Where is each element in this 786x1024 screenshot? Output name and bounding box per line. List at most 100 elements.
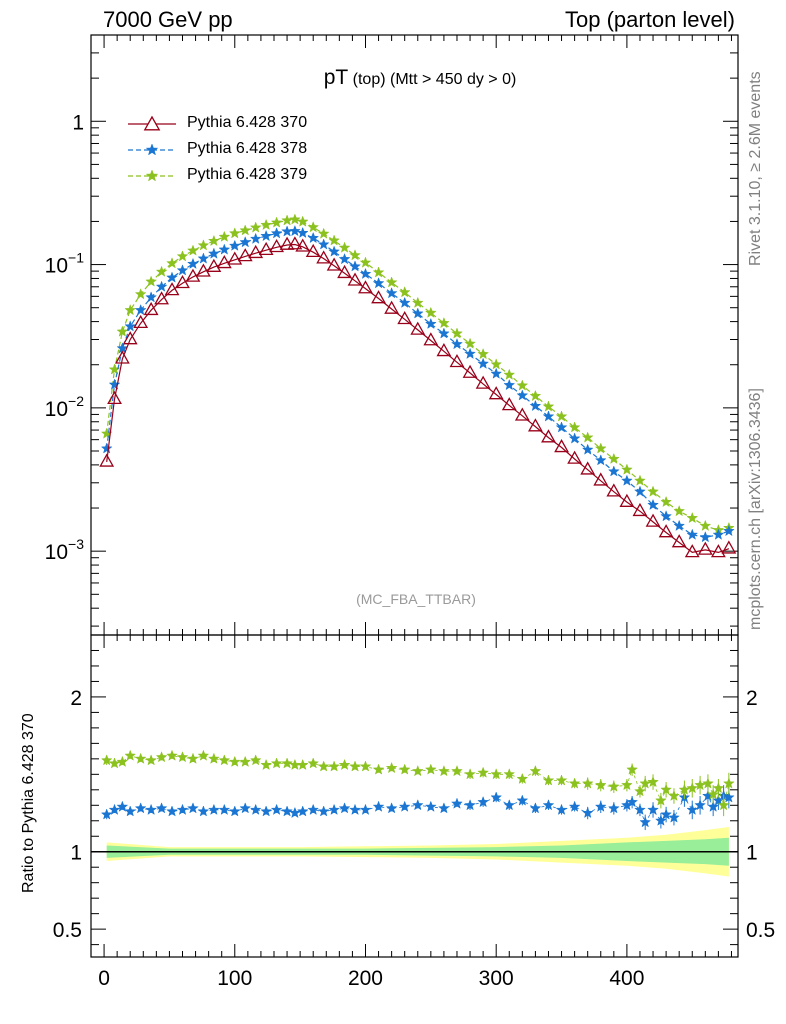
main-series-2-point — [451, 327, 463, 339]
main-series-1-point — [438, 327, 450, 339]
ratio-series-1-point — [307, 757, 320, 769]
ratio-series-0-point — [529, 802, 542, 814]
ratio-series-0-point — [639, 816, 652, 828]
main-series-2-point — [317, 227, 330, 239]
main-series-1-point — [270, 227, 283, 239]
main-series-0-point — [279, 236, 295, 250]
ratio-series-1-point — [372, 763, 385, 775]
main-series-2-point — [398, 286, 411, 298]
ratio-series-0-point — [438, 802, 450, 814]
ratio-series-0-point — [451, 797, 463, 809]
ratio-series-0-point — [289, 806, 301, 819]
main-series-1-point — [673, 519, 686, 531]
main-series-2-point — [176, 250, 189, 262]
ratio-series-0-point — [607, 802, 620, 814]
main-series-0-point — [358, 280, 373, 294]
main-series-1-point — [187, 257, 199, 269]
ratio-series-0-point — [668, 811, 680, 823]
ratio-series-0-point — [100, 808, 113, 820]
main-series-1-line — [106, 230, 730, 538]
ratio-series-1-point — [281, 757, 293, 769]
ratio-series-0-point — [349, 803, 362, 815]
ratio-series-0-point — [207, 803, 220, 815]
main-series-1-point — [260, 229, 273, 242]
main-series-2-point — [155, 265, 168, 277]
header-right-label: Top (parton level) — [565, 7, 735, 32]
main-series-1-point — [281, 225, 293, 237]
legend-marker-1 — [145, 143, 159, 156]
header-left-label: 7000 GeV pp — [103, 7, 233, 32]
ratio-series-1-point — [668, 789, 680, 801]
main-series-2-point — [145, 275, 158, 287]
ratio-series-1-point — [385, 761, 398, 774]
ratio-series-1-point — [155, 751, 168, 763]
main-series-1-point — [307, 231, 320, 244]
main-series-0-point — [185, 268, 201, 282]
main-series-2-point — [529, 389, 542, 402]
main-series-0-point — [721, 540, 737, 554]
ratio-series-1-point — [464, 768, 477, 780]
y-tick-label: 10−1 — [45, 250, 85, 278]
ratio-series-1-point — [594, 778, 607, 791]
main-series-1-point — [134, 303, 147, 316]
main-series-1-point — [207, 247, 220, 259]
main-series-1-point — [607, 465, 620, 477]
ratio-series-1-point — [228, 755, 241, 767]
main-series-2-point — [338, 241, 351, 253]
ratio-series-0-point — [296, 805, 309, 817]
ratio-series-0-point — [328, 803, 340, 815]
ratio-series-0-point — [307, 803, 320, 815]
main-series-1-point — [503, 378, 516, 391]
main-series-1-point — [317, 238, 330, 250]
ratio-series-0-point — [503, 799, 516, 811]
ratio-series-0-point — [166, 805, 178, 817]
main-series-0-point — [593, 472, 609, 486]
ratio-series-1-point — [116, 755, 129, 767]
main-series-1-point — [372, 277, 385, 289]
ratio-y-tick-label-right: 0.5 — [746, 919, 775, 942]
ratio-series-1-point — [296, 758, 309, 771]
ratio-series-0-point — [568, 800, 581, 812]
ratio-series-0-point — [260, 805, 273, 817]
ratio-series-1-point — [317, 760, 330, 772]
ratio-series-0-point — [490, 791, 503, 803]
main-series-1-point — [145, 291, 158, 303]
main-series-0-point — [164, 282, 180, 296]
main-series-2-point — [621, 463, 633, 475]
ratio-series-1-point — [270, 757, 283, 769]
main-series-2-point — [124, 303, 137, 316]
plot-title-sub2: (Mtt > 450 dy > 0) — [390, 71, 517, 88]
main-series-2-point — [116, 325, 129, 337]
main-series-0-point — [462, 364, 478, 378]
ratio-series-1-point — [694, 779, 706, 791]
main-series-0-point — [658, 524, 674, 538]
ratio-series-0-point — [594, 800, 607, 812]
ratio-series-1-point — [555, 774, 568, 786]
main-series-1-point — [155, 280, 168, 292]
ratio-series-1-point — [328, 760, 340, 772]
main-series-2-point — [699, 519, 712, 531]
ratio-series-1-point — [260, 758, 273, 771]
main-series-1-point — [249, 232, 262, 244]
ratio-series-0-point — [411, 799, 424, 811]
main-series-0-point — [384, 300, 400, 314]
ratio-series-1-point — [100, 754, 113, 766]
main-series-0-point — [697, 541, 713, 555]
y-tick-label: 10−3 — [45, 536, 85, 564]
ratio-series-0-point — [581, 806, 594, 819]
x-tick-label: 400 — [609, 967, 644, 990]
main-series-0-point — [488, 386, 504, 400]
ratio-series-1-point — [702, 777, 714, 789]
ratio-series-1-point — [359, 760, 372, 772]
ratio-series-1-point — [338, 758, 351, 771]
main-series-1-point — [660, 510, 672, 522]
main-series-2-point — [542, 400, 555, 412]
ratio-series-1-point — [707, 788, 720, 800]
main-series-0-point — [501, 397, 517, 411]
main-series-1-point — [581, 443, 594, 455]
main-series-1-point — [529, 399, 542, 412]
ratio-y-tick-label: 0.5 — [53, 919, 82, 942]
main-series-1-point — [349, 260, 361, 272]
main-series-1-point — [699, 531, 712, 543]
ratio-series-0-point — [197, 805, 210, 817]
